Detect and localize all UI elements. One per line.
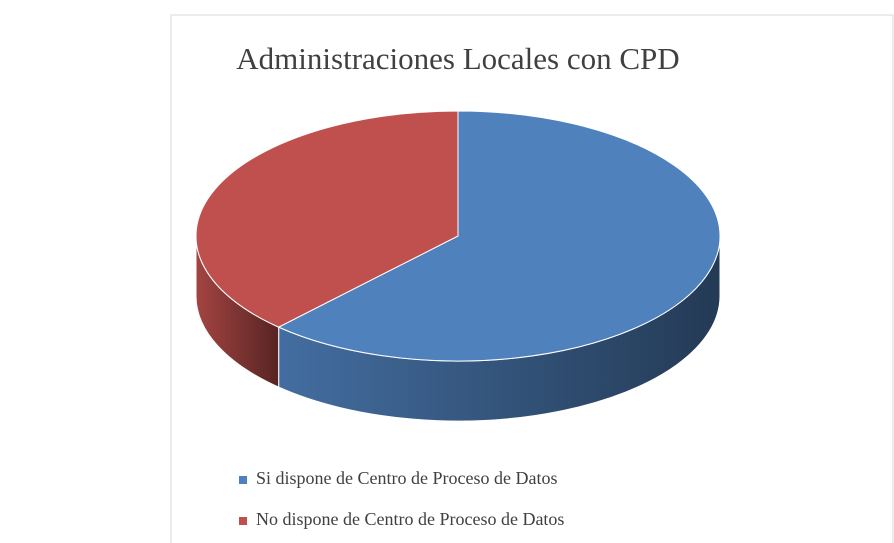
legend-label: No dispone de Centro de Proceso de Datos bbox=[256, 509, 564, 529]
legend-swatch bbox=[239, 517, 247, 525]
pie-slice bbox=[277, 110, 721, 362]
chart-title: Administraciones Locales con CPD bbox=[236, 41, 679, 76]
pie-slice bbox=[195, 110, 459, 328]
legend-label: Si dispone de Centro de Proceso de Datos bbox=[256, 468, 557, 488]
legend-swatch bbox=[239, 476, 247, 484]
